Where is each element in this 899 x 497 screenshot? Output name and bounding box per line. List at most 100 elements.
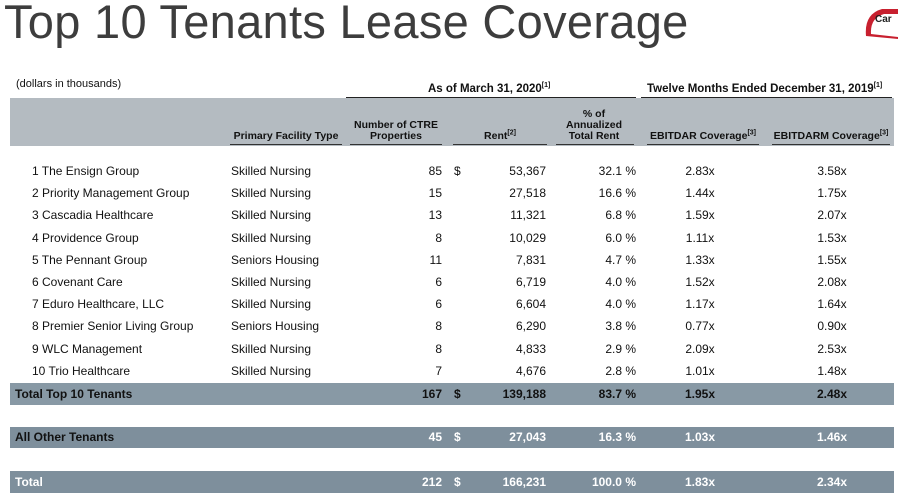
period-twelve-months-header: Twelve Months Ended December 31, 2019[1] xyxy=(647,82,883,95)
row-ebitdar: 1.59x xyxy=(685,208,715,223)
period-as-of-header: As of March 31, 2020[1] xyxy=(428,82,551,95)
row-ebitdarm: 1.53x xyxy=(817,230,847,245)
row-rent: 4,833 xyxy=(515,341,546,356)
row-ebitdar: 1.44x xyxy=(685,186,715,201)
row-facility-type: Skilled Nursing xyxy=(231,186,312,201)
row-pct: 83.7 % xyxy=(598,387,636,401)
table-row: 9 WLC Management Skilled Nursing 8 4,833 2.9… xyxy=(10,340,894,358)
row-ebitdar: 2.83x xyxy=(685,164,715,178)
row-ebitdarm: 2.34x xyxy=(816,475,848,489)
row-facility-type: Skilled Nursing xyxy=(231,297,312,312)
row-pct: 16.6 % xyxy=(598,186,636,201)
row-dollar-sign: $ xyxy=(454,430,461,444)
row-ebitdarm: 0.90x xyxy=(817,319,847,334)
row-name: 7 Eduro Healthcare, LLC xyxy=(32,297,165,312)
header-rent-underline xyxy=(453,144,547,145)
row-rent: 53,367 xyxy=(509,164,546,178)
row-pct: 100.0 % xyxy=(591,475,636,489)
total-row: Total 212 $ 166,231 100.0 % 1.83x 2.34x xyxy=(10,473,894,491)
row-ebitdarm: 1.64x xyxy=(817,297,847,312)
header-ebitdar-underline xyxy=(647,144,759,145)
row-properties: 167 xyxy=(421,387,442,401)
row-ebitdar: 2.09x xyxy=(685,341,715,356)
row-name: 9 WLC Management xyxy=(32,341,143,356)
row-pct: 32.1 % xyxy=(598,164,636,178)
row-rent: 27,043 xyxy=(509,430,546,444)
row-facility-type: Skilled Nursing xyxy=(231,341,312,356)
row-facility-type: Skilled Nursing xyxy=(231,275,312,289)
row-name: 8 Premier Senior Living Group xyxy=(32,319,194,334)
row-properties: 13 xyxy=(428,208,442,223)
row-rent: 4,676 xyxy=(515,363,546,378)
row-name: All Other Tenants xyxy=(15,430,115,444)
row-dollar-sign: $ xyxy=(454,164,461,178)
row-name: 10 Trio Healthcare xyxy=(32,363,131,378)
row-properties: 15 xyxy=(428,186,442,201)
header-facility-type-underline xyxy=(230,144,342,145)
row-pct: 6.0 % xyxy=(605,230,636,245)
row-facility-type: Seniors Housing xyxy=(231,319,320,334)
row-dollar-sign: $ xyxy=(454,387,461,401)
row-properties: 11 xyxy=(429,252,442,267)
row-ebitdar: 1.83x xyxy=(684,475,716,489)
total-top10-band xyxy=(10,383,894,405)
table-row: 3 Cascadia Healthcare Skilled Nursing 13 11… xyxy=(10,206,894,224)
row-ebitdar: 1.52x xyxy=(685,275,715,289)
row-ebitdarm: 1.75x xyxy=(817,186,847,201)
table-row: 7 Eduro Healthcare, LLC Skilled Nursing 6 6… xyxy=(10,295,894,313)
row-name: 4 Providence Group xyxy=(32,230,139,245)
others-band xyxy=(10,427,894,448)
row-properties: 8 xyxy=(435,341,442,356)
row-properties: 212 xyxy=(421,475,442,489)
row-rent: 10,029 xyxy=(509,230,546,245)
row-facility-type: Skilled Nursing xyxy=(231,208,312,223)
row-pct: 2.8 % xyxy=(605,363,636,378)
row-rent: 6,290 xyxy=(515,319,546,334)
table-row: 10 Trio Healthcare Skilled Nursing 7 4,676 2… xyxy=(10,362,894,380)
table-row: 1 The Ensign Group Skilled Nursing 85 $53,3… xyxy=(10,162,894,180)
row-ebitdarm: 2.07x xyxy=(817,208,847,223)
row-rent: 166,231 xyxy=(502,475,546,489)
row-ebitdar: 0.77x xyxy=(685,319,715,334)
row-rent: 7,831 xyxy=(515,252,546,267)
header-properties: Number of CTRE Properties xyxy=(354,119,438,142)
row-properties: 85 xyxy=(428,164,442,178)
total-top10-row: Total Top 10 Tenants 167 $ 139,188 83.7 … xyxy=(10,385,894,403)
row-ebitdarm: 1.46x xyxy=(816,430,848,444)
unit-note: (dollars in thousands) xyxy=(16,78,122,90)
row-ebitdarm: 2.08x xyxy=(817,275,847,289)
row-facility-type: Skilled Nursing xyxy=(231,230,312,245)
row-facility-type: Seniors Housing xyxy=(231,252,320,267)
row-pct: 16.3 % xyxy=(598,430,636,444)
row-properties: 6 xyxy=(435,297,442,312)
row-name: 6 Covenant Care xyxy=(32,275,123,289)
row-dollar-sign: $ xyxy=(454,475,461,489)
row-properties: 7 xyxy=(435,363,442,378)
header-ebitdarm-underline xyxy=(772,144,890,145)
row-facility-type: Skilled Nursing xyxy=(231,164,312,178)
others-row: All Other Tenants 45 $ 27,043 16.3 % 1.0… xyxy=(10,428,894,446)
company-logo-icon xyxy=(865,9,898,39)
row-rent: 27,518 xyxy=(509,186,546,201)
total-band xyxy=(10,471,894,493)
table-row: 4 Providence Group Skilled Nursing 8 10,029… xyxy=(10,229,894,247)
row-properties: 8 xyxy=(435,319,442,334)
row-ebitdarm: 3.58x xyxy=(817,164,847,178)
row-rent: 6,719 xyxy=(515,275,546,289)
row-ebitdarm: 2.48x xyxy=(816,387,848,401)
row-ebitdar: 1.01x xyxy=(685,363,715,378)
row-pct: 3.8 % xyxy=(605,319,636,334)
row-name: Total Top 10 Tenants xyxy=(15,387,133,401)
table-row: 6 Covenant Care Skilled Nursing 6 6,719 4.0 … xyxy=(10,273,894,291)
row-ebitdar: 1.17x xyxy=(685,297,715,312)
table-row: 2 Priority Management Group Skilled Nursi… xyxy=(10,184,894,202)
row-ebitdarm: 1.48x xyxy=(817,363,847,378)
row-ebitdar: 1.33x xyxy=(685,252,715,267)
logo-text: Car xyxy=(875,14,892,25)
table-row: 5 The Pennant Group Seniors Housing 11 7,83… xyxy=(10,251,894,269)
row-ebitdarm: 1.55x xyxy=(817,252,847,267)
row-pct: 4.7 % xyxy=(605,252,636,267)
header-ebitdar-coverage: EBITDAR Coverage[3] xyxy=(649,129,756,142)
period-as-of-rule xyxy=(346,97,636,98)
header-facility-type: Primary Facility Type xyxy=(233,130,339,142)
